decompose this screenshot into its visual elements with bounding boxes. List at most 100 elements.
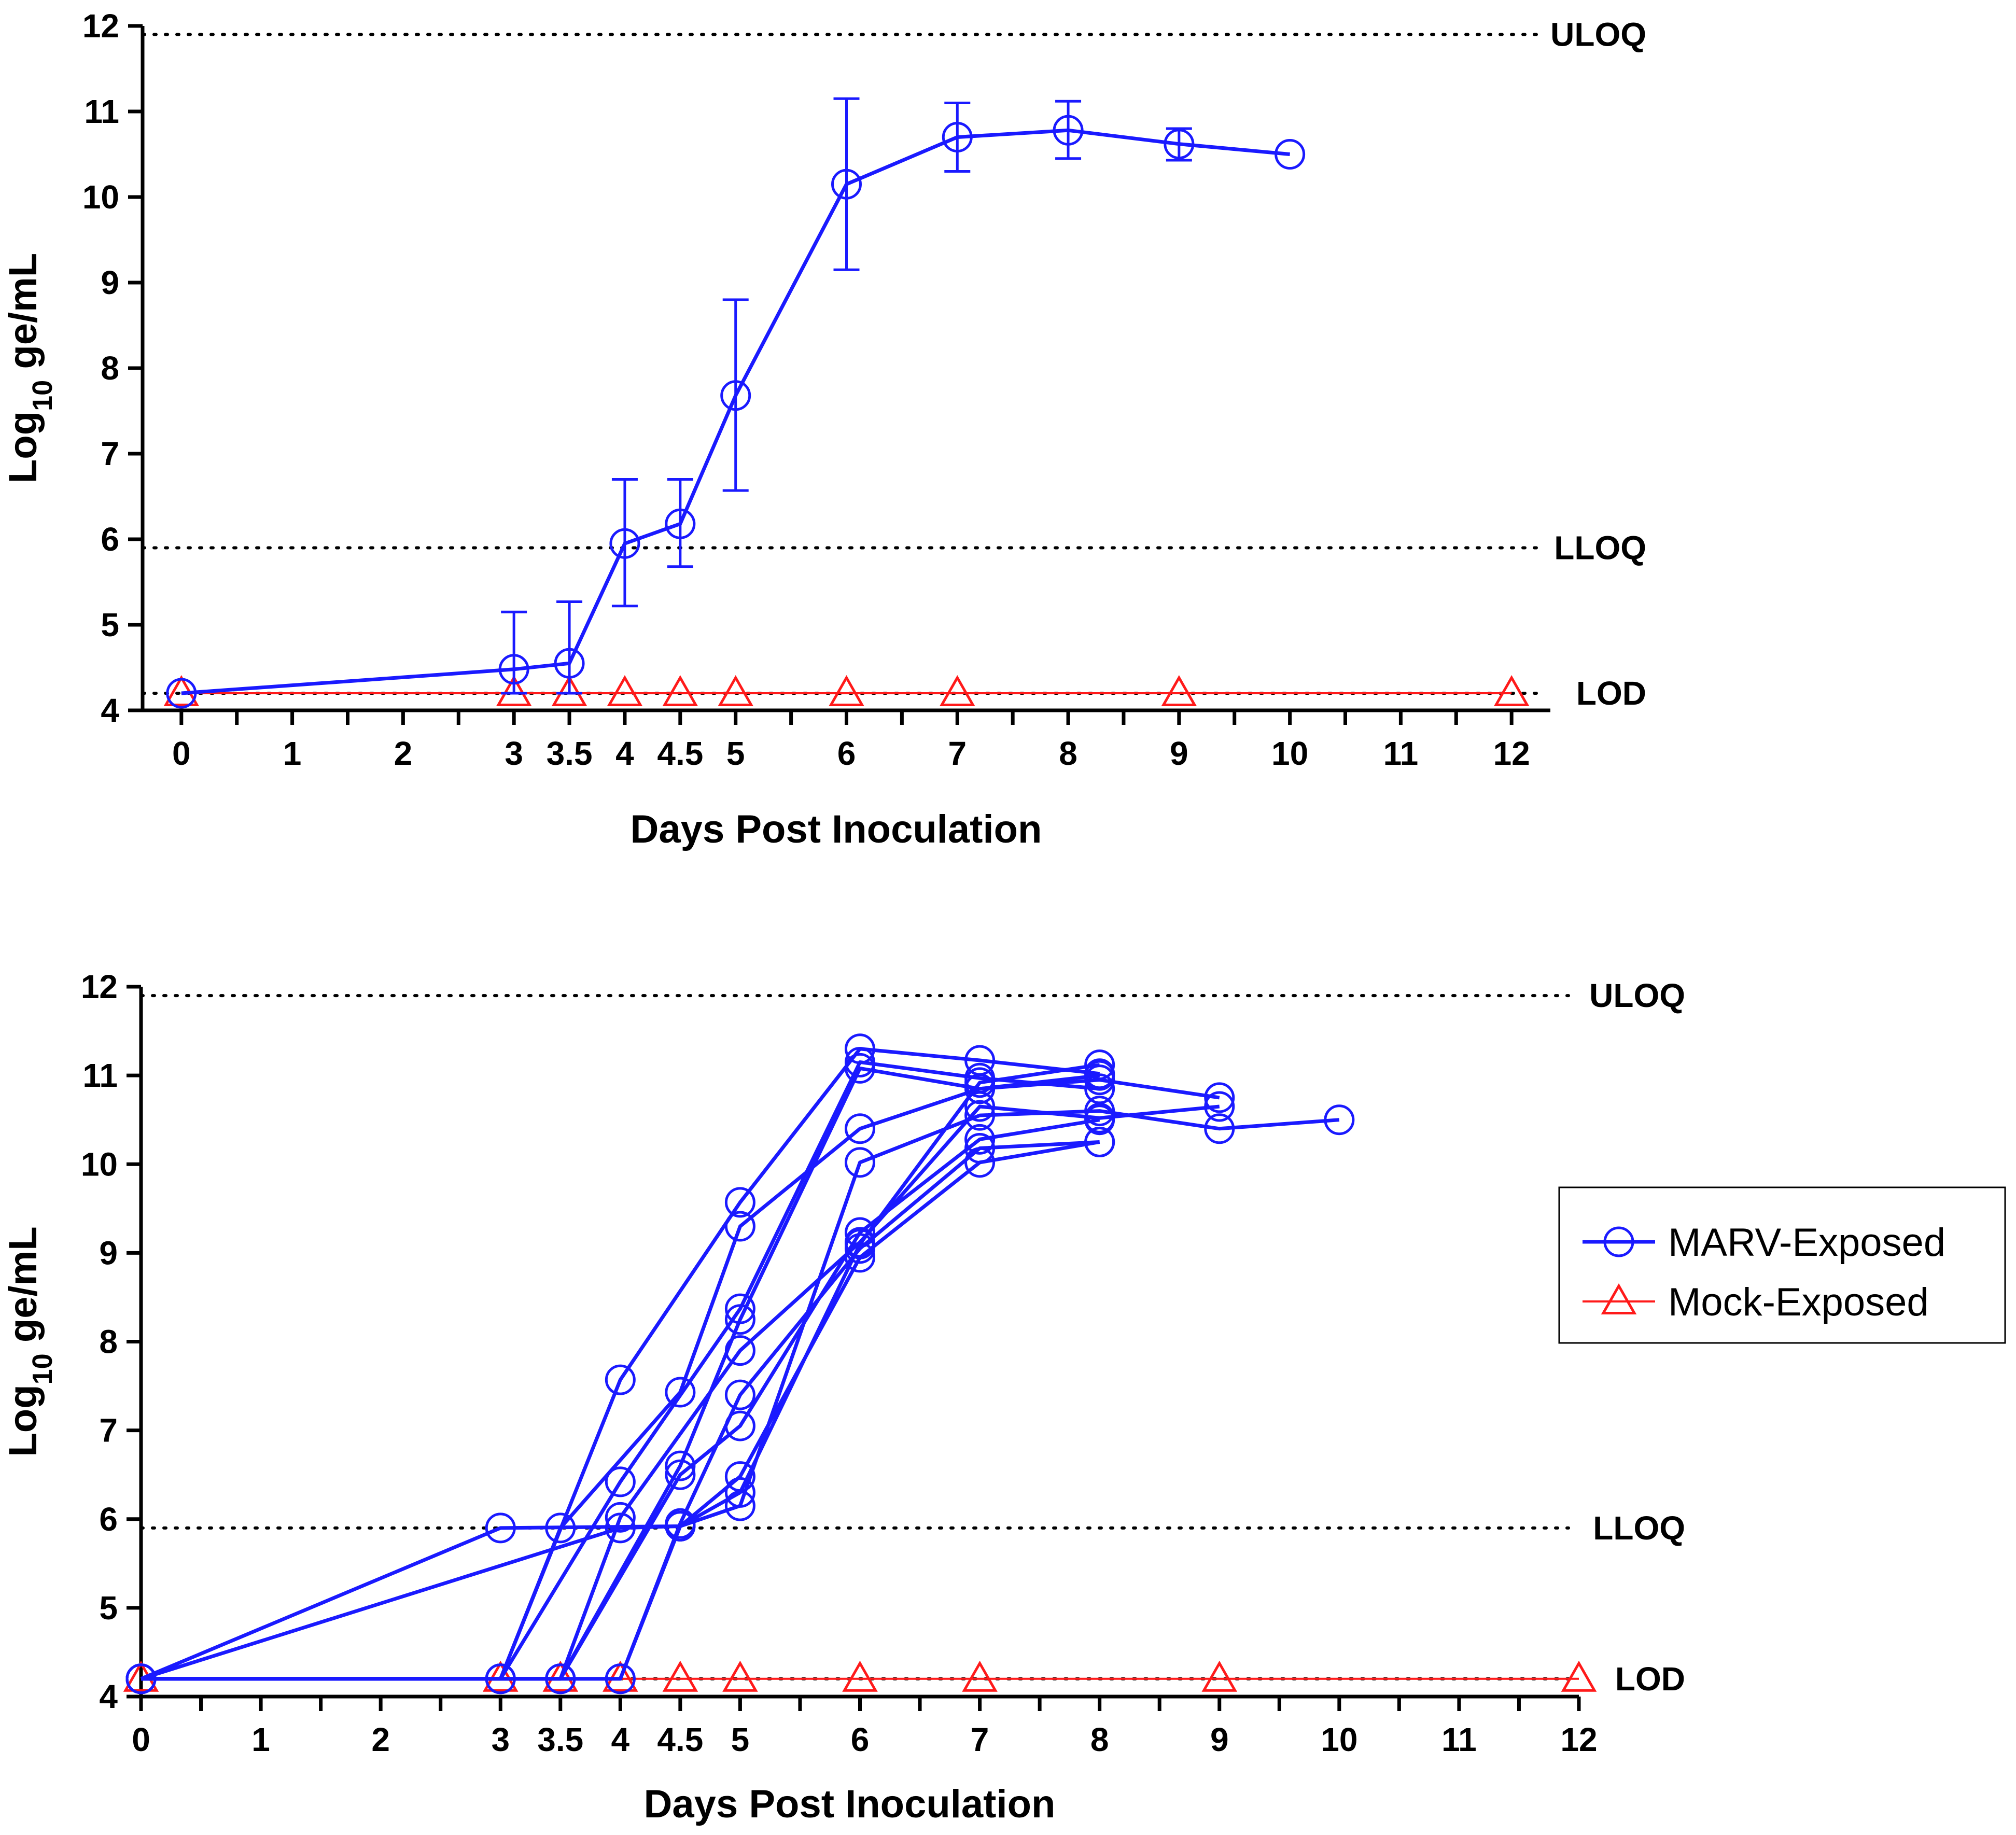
series-line [141,1140,1100,1681]
series-marv-exposed-subject-3 [125,1064,1235,1694]
y-tick-label: 4 [99,1678,118,1715]
reference-label-lod: LOD [1576,675,1646,712]
legend-label: MARV-Exposed [1668,1221,1945,1265]
reference-label-uloq: ULOQ [1589,977,1685,1014]
x-tick-label: 8 [1090,1721,1109,1758]
x-tick-label: 3.5 [547,735,593,772]
series-marv-exposed-subject-9 [125,1126,1115,1694]
series-marv-exposed-subject-2 [125,1033,1115,1694]
data-point-circle [964,1073,996,1104]
x-tick-label: 9 [1170,735,1188,772]
x-tick-label: 2 [394,735,413,772]
y-axis-title-unit: ge/mL [1,253,45,380]
y-axis-title: Log10 ge/mL [1,253,58,483]
data-point-triangle [1493,675,1530,706]
data-point-circle [125,1663,157,1694]
series-marv-exposed-subject-8 [125,1126,1115,1694]
data-point-circle [724,1211,755,1242]
data-point-triangle [496,675,532,706]
x-tick-label: 7 [948,735,967,772]
series-marv-exposed-subject-10 [125,1049,1115,1694]
data-point-circle [605,1364,636,1395]
data-point-triangle [551,675,587,706]
x-tick-label: 7 [971,1721,989,1758]
legend-box [1558,1186,2006,1344]
data-point-circle [665,508,696,539]
data-point-triangle [722,1660,758,1692]
x-tick-label: 1 [251,1721,270,1758]
legend: MARV-Exposed Mock-Exposed [1558,1186,2006,1344]
x-tick-label: 4 [611,1721,630,1758]
series-mock-exposed [123,1660,1597,1692]
data-point-circle [1164,129,1195,160]
x-tick-label: 5 [731,1721,750,1758]
data-point-circle [1084,1096,1115,1127]
legend-marker-triangle [1601,1283,1637,1314]
data-point-circle [485,1512,516,1544]
data-point-triangle [607,675,643,706]
data-point-circle [1204,1091,1235,1122]
data-point-circle [605,1466,636,1497]
x-tick-label: 8 [1059,735,1077,772]
legend-label: Mock-Exposed [1668,1280,1929,1324]
y-tick-label: 7 [99,1412,118,1449]
data-point-circle [166,678,197,709]
series-marv-exposed-subject-7 [125,1104,1115,1694]
data-point-circle [964,1100,996,1131]
y-axis-title-subscript: 10 [27,1353,58,1384]
x-tick-label: 11 [1383,735,1419,772]
data-point-circle [845,1228,875,1259]
data-point-circle [1324,1104,1355,1136]
data-point-circle [724,1335,755,1366]
y-tick-label: 9 [99,1234,118,1271]
y-tick-label: 5 [101,606,119,643]
data-point-circle [724,1379,755,1410]
series-line [141,1063,1100,1681]
data-point-triangle [542,1660,579,1692]
data-point-triangle [662,1660,698,1692]
data-point-circle [1204,1082,1235,1113]
x-tick-label: 4.5 [657,735,703,772]
y-axis-title-main: Log [1,411,45,483]
x-tick-label: 3.5 [537,1721,583,1758]
x-tick-label: 4 [615,735,634,772]
data-point-circle [831,169,862,200]
y-tick-label: 5 [99,1589,118,1627]
data-point-circle [964,1091,996,1122]
data-point-circle [609,528,640,559]
data-point-circle [554,648,585,679]
data-point-circle [724,1304,755,1335]
y-tick-label: 4 [101,692,119,729]
x-tick-label: 12 [1560,1721,1597,1758]
x-axis-title: Days Post Inoculation [631,807,1042,851]
series-line [141,1060,1100,1681]
y-tick-label: 7 [101,435,119,472]
data-point-triangle [962,1660,998,1692]
x-tick-label: 0 [132,1721,150,1758]
data-point-circle [1084,1126,1115,1157]
legend-marker-circle [1603,1226,1634,1257]
data-point-circle [605,1512,636,1544]
y-tick-label: 8 [101,349,119,387]
y-tick-label: 8 [99,1323,118,1361]
data-point-circle [1084,1104,1115,1136]
x-tick-label: 6 [837,735,856,772]
x-tick-label: 0 [172,735,191,772]
data-point-circle [1204,1113,1235,1144]
y-tick-label: 10 [82,178,119,216]
x-tick-label: 12 [1493,735,1530,772]
y-tick-label: 6 [101,521,119,558]
x-tick-label: 11 [1441,1721,1477,1758]
data-point-triangle [718,675,754,706]
series-line [141,1078,1220,1681]
data-point-circle [724,1187,755,1218]
data-point-triangle [603,1660,638,1692]
y-tick-label: 12 [82,7,119,45]
x-tick-label: 2 [371,1721,390,1758]
data-point-circle [845,1053,875,1084]
data-point-triangle [1561,1660,1597,1692]
x-tick-label: 3 [505,735,523,772]
y-tick-label: 11 [82,1057,118,1094]
data-point-circle [665,1377,696,1408]
